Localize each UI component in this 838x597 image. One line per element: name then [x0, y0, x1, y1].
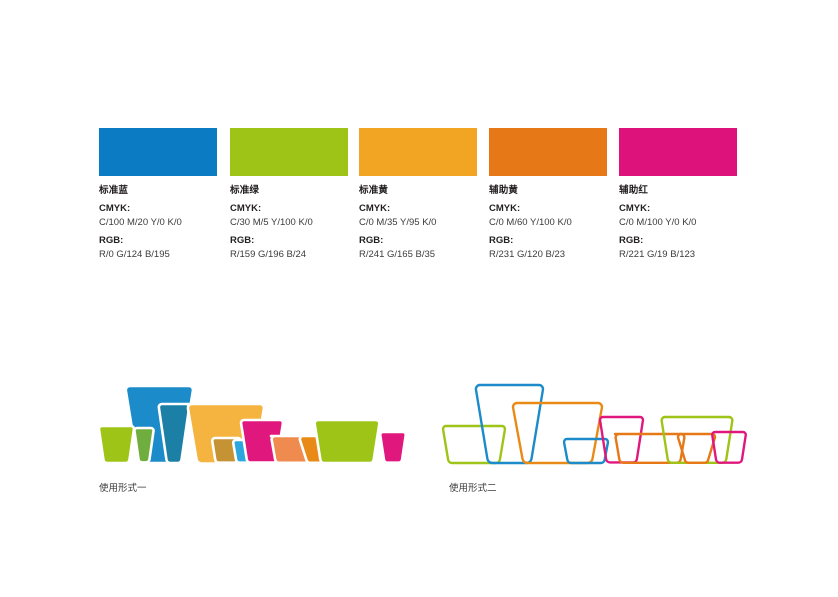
rgb-label: RGB: — [99, 235, 124, 246]
cmyk-label: CMYK: — [489, 203, 521, 214]
cmyk-value: C/0 M/35 Y/95 K/0 — [359, 217, 437, 228]
rgb-label: RGB: — [230, 235, 255, 246]
rgb-label: RGB: — [489, 235, 514, 246]
rgb-value: R/0 G/124 B/195 — [99, 249, 170, 260]
cmyk-label: CMYK: — [230, 203, 262, 214]
logo-cluster-outline — [441, 383, 747, 465]
swatch-accent-red: 辅助红 CMYK: C/0 M/100 Y/0 K/0 RGB: R/221 G… — [619, 128, 737, 261]
swatch-standard-yellow: 标准黄 CMYK: C/0 M/35 Y/95 K/0 RGB: R/241 G… — [359, 128, 477, 261]
cmyk-label: CMYK: — [619, 203, 651, 214]
swatch-chip-standard-green — [230, 128, 348, 176]
logo-cluster-solid — [97, 384, 408, 465]
cup-shape-magenta-mid — [239, 418, 285, 464]
cmyk-value: C/0 M/100 Y/0 K/0 — [619, 217, 697, 228]
rgb-value: R/241 G/165 B/35 — [359, 249, 436, 260]
cmyk-label: CMYK: — [99, 203, 131, 214]
outline-cup-orange-wide — [613, 432, 686, 464]
swatch-chip-accent-yellow — [489, 128, 607, 176]
outline-cup-orange-narrow-right — [676, 432, 717, 464]
swatch-accent-yellow: 辅助黄 CMYK: C/0 M/60 Y/100 K/0 RGB: R/231 … — [489, 128, 607, 261]
cup-shape-green-narrow — [133, 426, 155, 464]
outline-cup-green-right — [660, 415, 734, 464]
color-palette: 标准蓝 CMYK: C/100 M/20 Y/0 K/0 RGB: R/0 G/… — [99, 128, 799, 268]
swatch-name: 标准黄 — [359, 185, 389, 196]
cmyk-value: C/30 M/5 Y/100 K/0 — [230, 217, 313, 228]
outline-cup-blue-small — [562, 437, 610, 465]
cmyk-label: CMYK: — [359, 203, 391, 214]
rgb-label: RGB: — [619, 235, 644, 246]
swatch-chip-standard-blue — [99, 128, 217, 176]
cup-shape-green-wide-right — [313, 418, 381, 465]
outline-cup-magenta-small-right — [711, 430, 747, 464]
swatch-standard-green: 标准绿 CMYK: C/30 M/5 Y/100 K/0 RGB: R/159 … — [230, 128, 348, 261]
usage-form-one-artwork — [96, 376, 408, 468]
cmyk-value: C/100 M/20 Y/0 K/0 — [99, 217, 182, 228]
cup-shape-green-small-left — [97, 424, 136, 465]
rgb-value: R/159 G/196 B/24 — [230, 249, 307, 260]
usage-form-one-caption: 使用形式一 — [99, 483, 147, 494]
outline-cup-blue-tall — [474, 383, 545, 465]
usage-form-two-artwork — [440, 376, 750, 468]
rgb-label: RGB: — [359, 235, 384, 246]
rgb-value: R/231 G/120 B/23 — [489, 249, 566, 260]
swatch-name: 标准绿 — [230, 185, 260, 196]
swatch-name: 辅助红 — [619, 185, 649, 196]
swatch-chip-standard-yellow — [359, 128, 477, 176]
swatch-name: 辅助黄 — [489, 185, 519, 196]
swatch-chip-accent-red — [619, 128, 737, 176]
rgb-value: R/221 G/19 B/123 — [619, 249, 696, 260]
outline-cup-orange-large — [511, 401, 604, 465]
outline-cup-green-left — [441, 424, 507, 465]
usage-form-two-caption: 使用形式二 — [449, 483, 497, 494]
cmyk-value: C/0 M/60 Y/100 K/0 — [489, 217, 572, 228]
swatch-standard-blue: 标准蓝 CMYK: C/100 M/20 Y/0 K/0 RGB: R/0 G/… — [99, 128, 217, 261]
swatch-name: 标准蓝 — [99, 185, 129, 196]
cup-shape-magenta-small-right — [378, 430, 408, 464]
